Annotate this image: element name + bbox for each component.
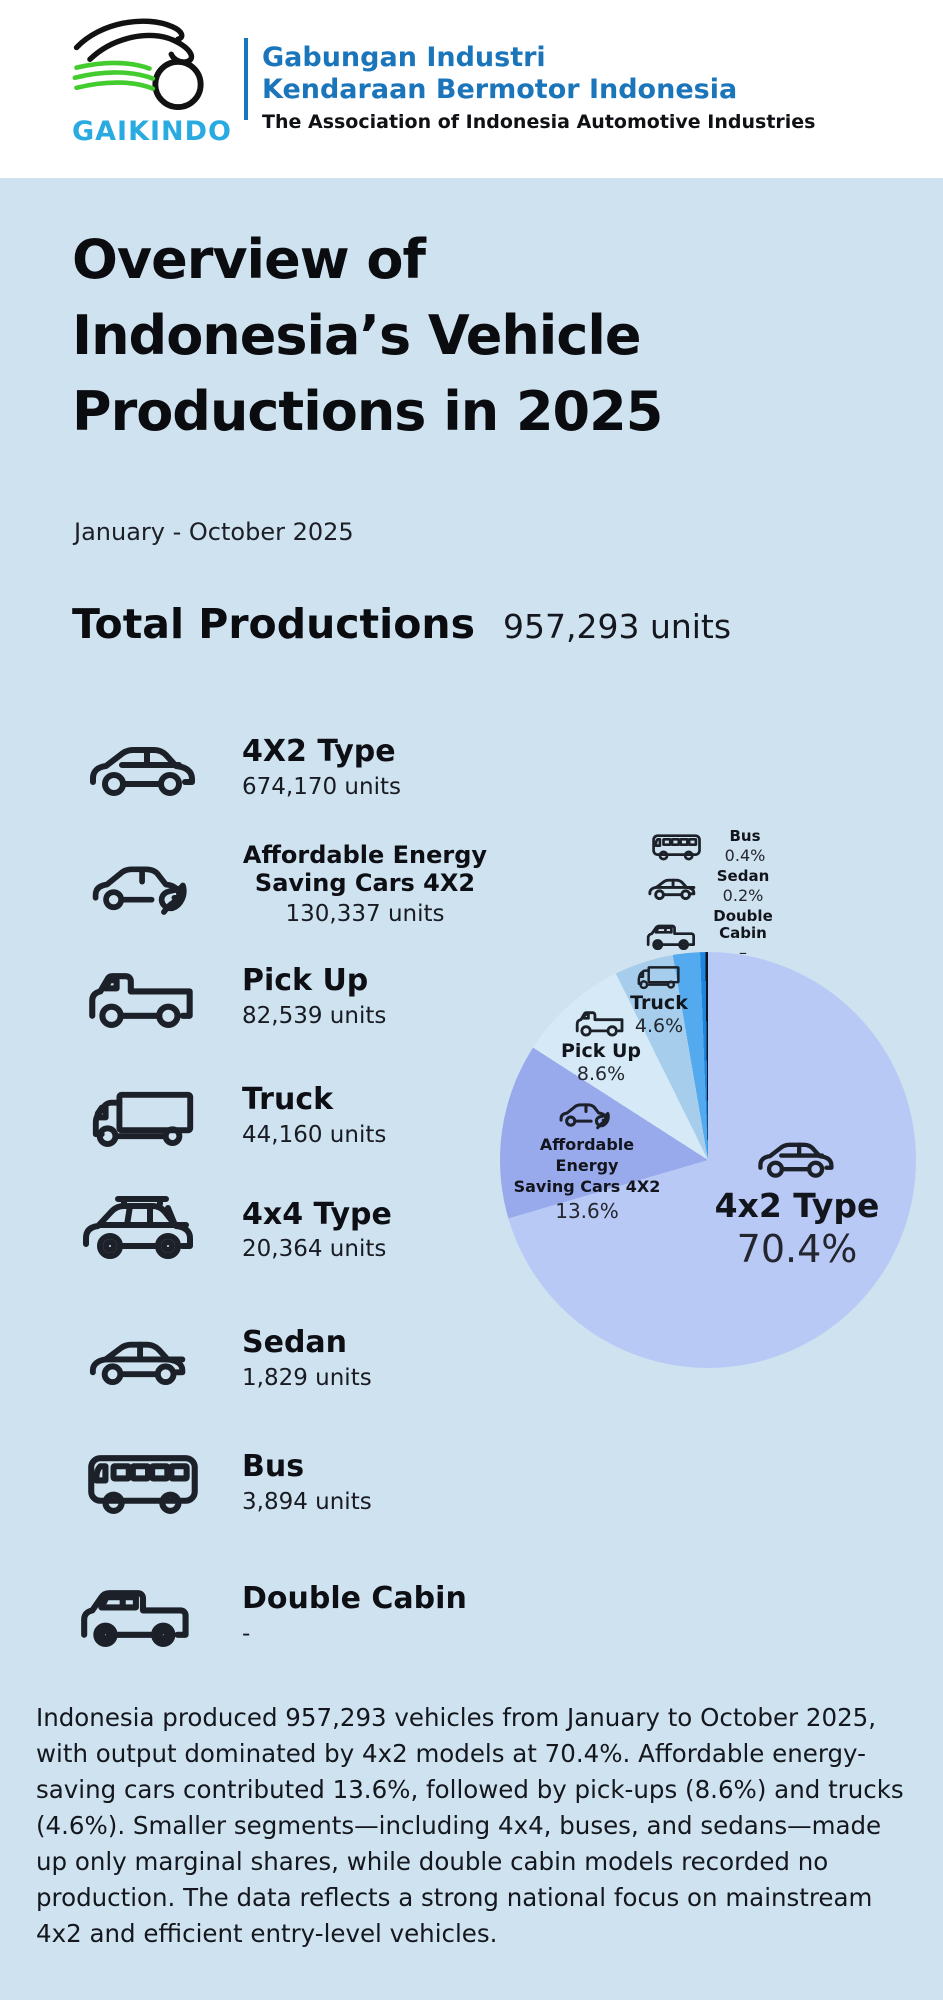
list-item-name: Affordable Energy Saving Cars 4X2 (242, 841, 488, 897)
list-item: Pick Up 82,539 units (58, 962, 488, 1031)
list-item-units: 20,364 units (242, 1236, 387, 1263)
list-item: Affordable Energy Saving Cars 4X2 130,33… (58, 841, 488, 928)
pickup-icon (58, 962, 230, 1031)
org-subtitle: The Association of Indonesia Automotive … (262, 111, 816, 133)
bus-icon (58, 1448, 230, 1517)
legend-pct: 0.4% (724, 846, 766, 865)
legend-row-double-cabin: Double Cabin – (644, 908, 776, 962)
summary-paragraph: Indonesia produced 957,293 vehicles from… (36, 1703, 904, 1948)
page-title: Overview of Indonesia’s Vehicle Producti… (72, 222, 792, 450)
pie-label-name: 4x2 Type (714, 1186, 880, 1225)
box-truck-icon (58, 1082, 230, 1149)
pie-label-name: Truck (630, 992, 688, 1014)
list-item-units: 44,160 units (242, 1121, 387, 1148)
org-name-block: Gabungan Industri Kendaraan Bermotor Ind… (262, 42, 816, 134)
eco-car-icon (557, 1096, 617, 1130)
pie-label-pickup: Pick Up 8.6% (556, 1006, 646, 1085)
legend-pct: 0.2% (722, 886, 764, 905)
box-truck-icon (634, 962, 684, 990)
list-item: 4X2 Type 674,170 units (58, 734, 488, 800)
list-item-name: 4X2 Type (242, 734, 396, 769)
legend-name: Bus (729, 827, 761, 845)
pie-chart (500, 952, 916, 1368)
double-cabin-icon (58, 1578, 230, 1651)
title-line-2: Indonesia’s Vehicle (72, 304, 641, 367)
org-name-line1: Gabungan Industri (262, 42, 546, 73)
title-line-3: Productions in 2025 (72, 380, 663, 443)
list-item-name: Truck (242, 1082, 334, 1118)
list-item-units: 1,829 units (242, 1364, 372, 1391)
pie-label-aes: Affordable Energy Saving Cars 4X2 13.6% (512, 1096, 662, 1223)
list-item-units: - (242, 1620, 251, 1647)
legend-row-bus: Bus 0.4% (646, 828, 778, 865)
gaikindo-car-logo-icon (72, 18, 204, 111)
period-subtitle: January - October 2025 (74, 518, 354, 546)
legend-pct: – (739, 943, 747, 962)
list-item: 4x4 Type 20,364 units (58, 1192, 488, 1268)
list-item: Double Cabin - (58, 1578, 488, 1651)
pie-label-name: Affordable Energy Saving Cars 4X2 (513, 1135, 661, 1196)
brand-wordmark: GAIKINDO (71, 116, 233, 147)
legend-name: Sedan (716, 867, 770, 885)
total-productions-label: Total Productions (72, 600, 475, 648)
eco-car-icon (58, 853, 230, 916)
list-item-name: Double Cabin (242, 1581, 467, 1617)
list-item: Bus 3,894 units (58, 1448, 488, 1517)
total-productions-row: Total Productions 957,293 units (72, 600, 731, 648)
list-item-name: Sedan (242, 1325, 348, 1360)
double-cabin-icon (644, 919, 706, 952)
pie-label-4x2: 4x2 Type 70.4% (712, 1134, 882, 1271)
header-divider (244, 38, 248, 120)
total-productions-value: 957,293 units (502, 607, 732, 646)
legend-name: Double Cabin (713, 907, 773, 942)
list-item-units: 82,539 units (242, 1002, 387, 1029)
pie-label-pct: 8.6% (576, 1063, 626, 1085)
list-item-units: 674,170 units (242, 773, 401, 800)
pie-label-name: Pick Up (561, 1040, 641, 1062)
sedan-icon (644, 872, 706, 902)
list-item-units: 130,337 units (285, 901, 445, 928)
title-line-1: Overview of (72, 228, 426, 291)
list-item: Truck 44,160 units (58, 1082, 488, 1149)
suv-4x2-icon (58, 735, 230, 799)
pie-label-pct: 4.6% (634, 1015, 684, 1037)
list-item-name: 4x4 Type (242, 1196, 392, 1232)
suv-4x4-icon (58, 1192, 230, 1268)
legend-row-sedan: Sedan 0.2% (644, 868, 776, 905)
list-item-name: Bus (242, 1449, 305, 1485)
org-name-line2: Kendaraan Bermotor Indonesia (262, 74, 738, 105)
list-item-units: 3,894 units (242, 1488, 372, 1515)
sedan-icon (58, 1328, 230, 1389)
pie-label-truck: Truck 4.6% (613, 962, 705, 1037)
suv-4x2-icon (754, 1134, 840, 1180)
list-item: Sedan 1,829 units (58, 1325, 488, 1391)
bus-icon (646, 831, 708, 862)
pie-label-pct: 13.6% (555, 1199, 619, 1223)
pie-label-pct: 70.4% (736, 1227, 858, 1271)
list-item-name: Pick Up (242, 963, 369, 999)
